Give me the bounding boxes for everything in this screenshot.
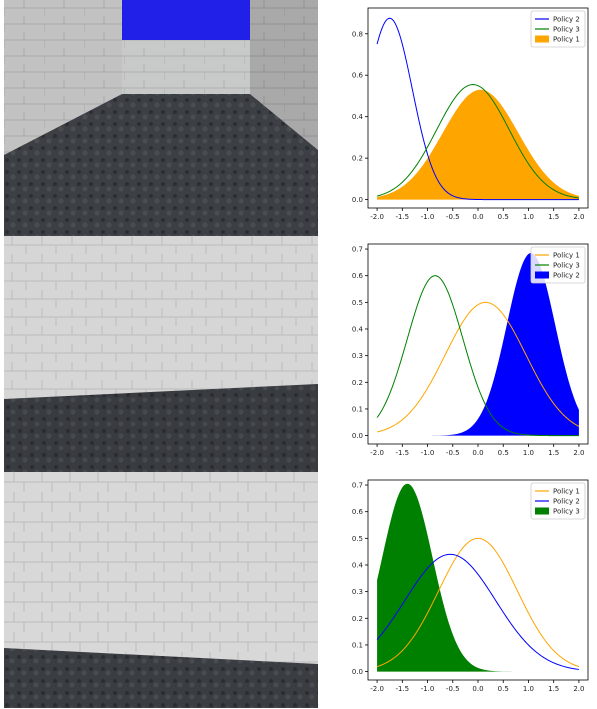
x-tick-label: 1.5 bbox=[548, 213, 559, 221]
series-line-policy-2 bbox=[376, 17, 579, 201]
row-1: -2.0 -1.5 -1.0 -0.5 0.0 0.5 1.0 1.5 2.0 0.0 0.2 0.4… bbox=[0, 0, 597, 236]
x-tick-label: -2.0 bbox=[370, 685, 384, 693]
legend-label: Policy 3 bbox=[553, 508, 580, 516]
x-tick-label: 1.5 bbox=[548, 449, 559, 457]
series-area-policy-1 bbox=[377, 89, 579, 200]
series-line-policy-1 bbox=[376, 537, 580, 668]
y-tick-label: 0.7 bbox=[352, 246, 363, 254]
legend-label: Policy 1 bbox=[553, 36, 580, 44]
legend-swatch bbox=[535, 271, 549, 279]
y-tick-label: 0.0 bbox=[352, 432, 363, 440]
legend-label: Policy 2 bbox=[553, 498, 580, 506]
legend-label: Policy 2 bbox=[553, 272, 580, 280]
y-tick-label: 0.4 bbox=[352, 561, 364, 569]
y-tick-label: 0.7 bbox=[352, 482, 363, 490]
x-tick-label: 1.0 bbox=[523, 449, 534, 457]
y-tick-label: 0.1 bbox=[352, 405, 363, 413]
x-tick-label: 2.0 bbox=[573, 213, 584, 221]
y-tick-label: 0.0 bbox=[352, 196, 363, 204]
series-line-policy-3 bbox=[376, 275, 579, 437]
x-tick-label: -1.5 bbox=[395, 685, 409, 693]
series-area-policy-3 bbox=[377, 483, 579, 672]
y-tick-label: 0.1 bbox=[352, 641, 363, 649]
left-wall bbox=[4, 0, 122, 155]
right-wall bbox=[250, 0, 318, 150]
y-tick-label: 0.4 bbox=[352, 113, 364, 121]
y-tick-label: 0.6 bbox=[352, 508, 364, 516]
x-tick-label: 2.0 bbox=[573, 685, 584, 693]
maze-frame-3 bbox=[4, 472, 318, 708]
chart-svg-2: -2.0 -1.5 -1.0 -0.5 0.0 0.5 1.0 1.5 2.0 0.0 0.1 0.2… bbox=[352, 243, 589, 457]
x-tick-label: -2.0 bbox=[370, 213, 384, 221]
maze-frame-2 bbox=[4, 236, 318, 472]
y-tick-label: 0.5 bbox=[352, 535, 363, 543]
legend-swatch bbox=[535, 507, 549, 515]
y-tick-label: 0.3 bbox=[352, 352, 363, 360]
y-tick-label: 0.3 bbox=[352, 588, 363, 596]
y-tick-label: 0.2 bbox=[352, 155, 363, 163]
x-tick-label: 1.5 bbox=[548, 685, 559, 693]
row-3: -2.0 -1.5 -1.0 -0.5 0.0 0.5 1.0 1.5 2.0 0.0 0.1 0.2… bbox=[0, 472, 597, 708]
x-tick-label: 0.5 bbox=[498, 213, 509, 221]
y-tick-label: 0.5 bbox=[352, 299, 363, 307]
chart-svg-1: -2.0 -1.5 -1.0 -0.5 0.0 0.5 1.0 1.5 2.0 0.0 0.2 0.4… bbox=[352, 7, 589, 221]
front-wall bbox=[4, 236, 318, 399]
legend-label: Policy 1 bbox=[553, 488, 580, 496]
x-tick-label: -1.5 bbox=[395, 213, 409, 221]
policy-chart-1: -2.0 -1.5 -1.0 -0.5 0.0 0.5 1.0 1.5 2.0 0.0 0.2 0.4… bbox=[330, 0, 597, 236]
y-tick-label: 0.2 bbox=[352, 615, 363, 623]
series-line-policy-3 bbox=[376, 84, 579, 199]
x-tick-label: 2.0 bbox=[573, 449, 584, 457]
x-tick-label: 0.0 bbox=[472, 449, 483, 457]
x-tick-label: -2.0 bbox=[370, 449, 384, 457]
legend-label: Policy 2 bbox=[553, 16, 580, 24]
series-line-policy-2 bbox=[376, 553, 579, 670]
x-tick-label: 1.0 bbox=[523, 213, 534, 221]
series-area-policy-2 bbox=[377, 253, 579, 436]
x-tick-label: -0.5 bbox=[446, 685, 460, 693]
legend-label: Policy 3 bbox=[553, 26, 580, 34]
x-tick-label: 1.0 bbox=[523, 685, 534, 693]
x-tick-label: -1.0 bbox=[421, 449, 435, 457]
x-tick-label: -0.5 bbox=[446, 449, 460, 457]
policy-chart-3: -2.0 -1.5 -1.0 -0.5 0.0 0.5 1.0 1.5 2.0 0.0 0.1 0.2… bbox=[330, 472, 597, 708]
series-line-policy-1 bbox=[376, 301, 580, 433]
x-tick-label: -0.5 bbox=[446, 213, 460, 221]
row-2: -2.0 -1.5 -1.0 -0.5 0.0 0.5 1.0 1.5 2.0 0.0 0.1 0.2… bbox=[0, 236, 597, 472]
y-tick-label: 0.6 bbox=[352, 72, 364, 80]
x-tick-label: 0.5 bbox=[498, 449, 509, 457]
legend-label: Policy 3 bbox=[553, 262, 580, 270]
x-tick-label: 0.5 bbox=[498, 685, 509, 693]
y-tick-label: 0.8 bbox=[352, 30, 363, 38]
legend-label: Policy 1 bbox=[553, 252, 580, 260]
x-tick-label: -1.5 bbox=[395, 449, 409, 457]
y-tick-label: 0.4 bbox=[352, 325, 364, 333]
x-tick-label: 0.0 bbox=[472, 213, 483, 221]
x-tick-label: -1.0 bbox=[421, 213, 435, 221]
y-tick-label: 0.2 bbox=[352, 379, 363, 387]
front-wall bbox=[4, 472, 318, 664]
chart-svg-3: -2.0 -1.5 -1.0 -0.5 0.0 0.5 1.0 1.5 2.0 0.0 0.1 0.2… bbox=[352, 479, 589, 693]
x-tick-label: -1.0 bbox=[421, 685, 435, 693]
y-tick-label: 0.0 bbox=[352, 668, 363, 676]
maze-frame-1 bbox=[4, 0, 318, 236]
legend-swatch bbox=[535, 35, 549, 43]
y-tick-label: 0.6 bbox=[352, 272, 364, 280]
x-tick-label: 0.0 bbox=[472, 685, 483, 693]
policy-chart-2: -2.0 -1.5 -1.0 -0.5 0.0 0.5 1.0 1.5 2.0 0.0 0.1 0.2… bbox=[330, 236, 597, 472]
